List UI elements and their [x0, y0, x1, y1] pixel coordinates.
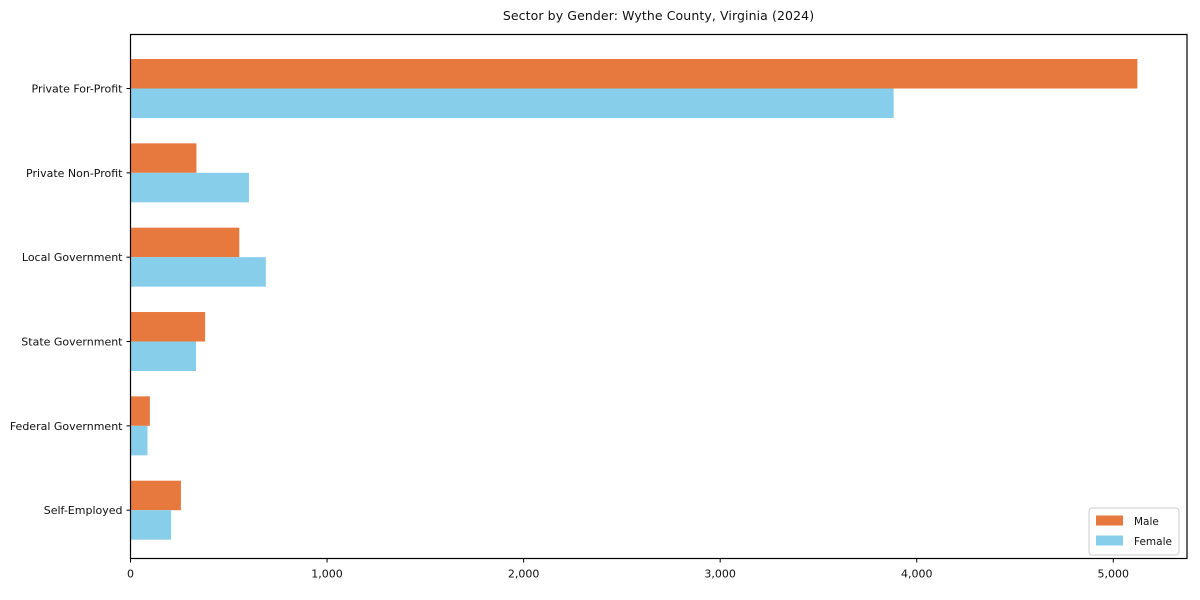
- bar-male-0: [131, 59, 1138, 89]
- chart-title: Sector by Gender: Wythe County, Virginia…: [502, 8, 815, 23]
- bar-male-5: [131, 480, 181, 511]
- legend-label-female: Female: [1134, 536, 1172, 548]
- bar-female-0: [131, 88, 894, 118]
- plot-border: [129, 33, 1188, 560]
- bar-male-2: [131, 227, 240, 258]
- y-tick-label-1: Private Non-Profit: [26, 167, 123, 180]
- bar-female-3: [131, 341, 197, 372]
- x-tick-label-3: 3,000: [704, 568, 736, 581]
- bar-male-1: [131, 143, 197, 173]
- legend-swatch-female: [1096, 535, 1123, 546]
- y-tick-label-5: Self-Employed: [44, 504, 123, 517]
- legend-label-male: Male: [1134, 516, 1159, 528]
- x-tick-label-1: 1,000: [311, 568, 343, 581]
- bar-female-5: [131, 510, 172, 540]
- bar-male-4: [131, 396, 150, 426]
- y-tick-label-0: Private For-Profit: [32, 83, 124, 96]
- bar-female-2: [131, 257, 266, 287]
- bar-female-4: [131, 425, 148, 456]
- x-tick-label-5: 5,000: [1098, 568, 1130, 581]
- y-tick-label-3: State Government: [21, 336, 123, 349]
- legend-swatch-male: [1096, 515, 1123, 526]
- bar-male-3: [131, 312, 206, 342]
- x-tick-label-0: 0: [127, 568, 134, 581]
- x-tick-label-2: 2,000: [508, 568, 540, 581]
- y-tick-label-4: Federal Government: [10, 420, 123, 433]
- x-tick-label-4: 4,000: [901, 568, 933, 581]
- y-tick-label-2: Local Government: [22, 251, 123, 264]
- bar-female-1: [131, 172, 249, 203]
